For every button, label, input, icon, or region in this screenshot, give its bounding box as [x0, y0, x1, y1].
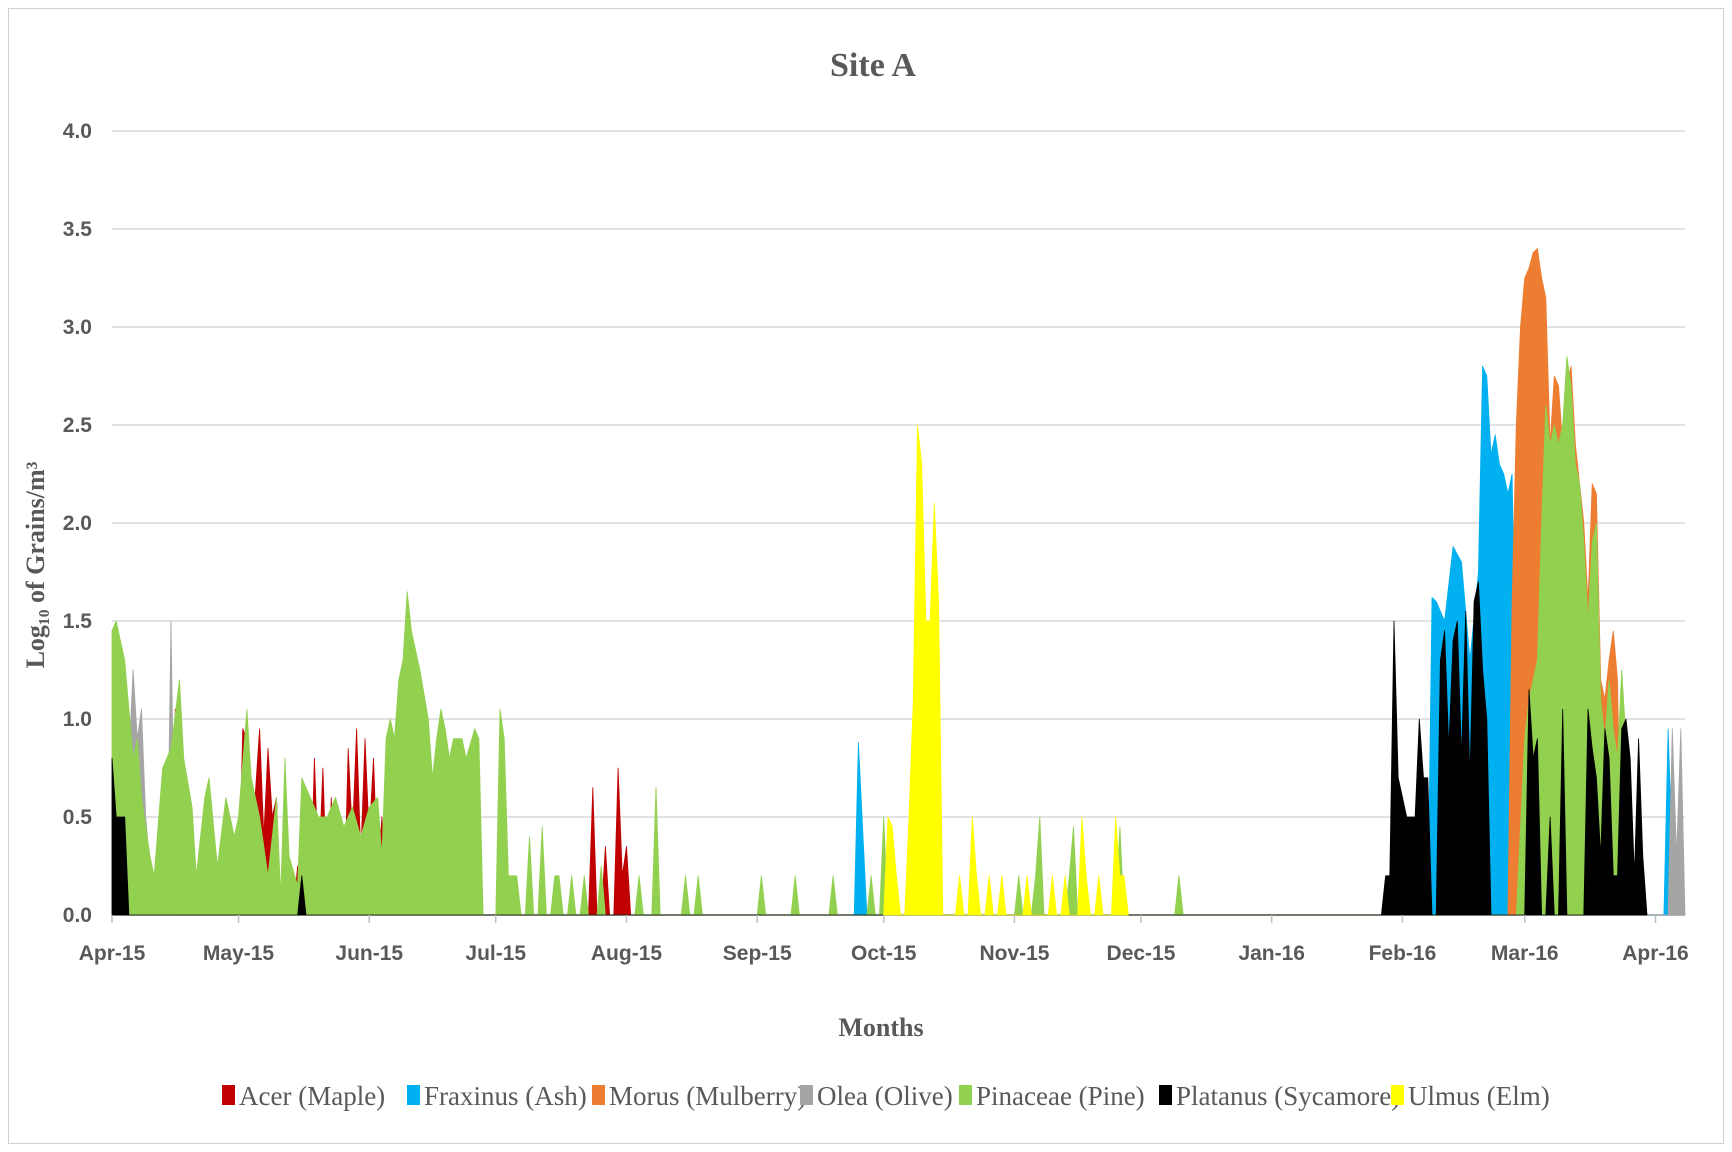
series-area-platanus — [111, 581, 1648, 916]
x-tick-label: Jun-15 — [335, 942, 403, 965]
legend-swatch-morus — [592, 1085, 605, 1105]
legend-swatch-pinaceae — [959, 1085, 972, 1105]
y-axis-ticks: 0.0 0.5 1.0 1.5 2.0 2.5 3.0 3.5 4.0 — [63, 120, 93, 927]
x-tick-label: Apr-15 — [79, 942, 146, 965]
x-tick-label: Dec-15 — [1107, 942, 1176, 965]
y-tick-label: 3.5 — [63, 218, 93, 241]
x-tick-label: Feb-16 — [1369, 942, 1437, 965]
legend-label-olea: Olea (Olive) — [817, 1081, 953, 1111]
x-tick-label: Oct-15 — [851, 942, 917, 965]
x-tick-label: May-15 — [203, 942, 275, 965]
legend-swatch-acer — [222, 1085, 235, 1105]
x-tick-label: Mar-16 — [1491, 942, 1559, 965]
x-axis-title: Months — [838, 1013, 923, 1042]
x-tick-label: Sep-15 — [723, 942, 792, 965]
legend-label-morus: Morus (Mulberry) — [609, 1081, 806, 1111]
y-tick-label: 2.5 — [63, 414, 93, 437]
x-tick-label: Apr-16 — [1622, 942, 1689, 965]
y-tick-label: 0.5 — [63, 806, 93, 829]
y-tick-label: 3.0 — [63, 316, 92, 339]
y-axis-title: Log₁₀ of Grains/m³ — [21, 461, 50, 668]
x-tick-label: Nov-15 — [979, 942, 1049, 965]
y-tick-label: 4.0 — [63, 120, 92, 143]
y-tick-label: 1.0 — [63, 708, 92, 731]
legend-label-acer: Acer (Maple) — [239, 1081, 385, 1111]
x-axis-ticks: Apr-15 May-15 Jun-15 Jul-15 Aug-15 Sep-15 Oct-… — [79, 915, 1689, 965]
legend-swatch-ulmus — [1391, 1085, 1404, 1105]
chart-title: Site A — [830, 47, 916, 84]
legend-swatch-olea — [800, 1085, 813, 1105]
y-tick-label: 0.0 — [63, 904, 92, 927]
series-area-ulmus — [883, 424, 1129, 916]
x-tick-label: Jan-16 — [1238, 942, 1305, 965]
legend-label-fraxinus: Fraxinus (Ash) — [424, 1081, 587, 1111]
x-tick-label: Aug-15 — [591, 942, 662, 965]
legend-swatch-fraxinus — [407, 1085, 420, 1105]
legend-label-ulmus: Ulmus (Elm) — [1408, 1081, 1550, 1111]
legend-label-pinaceae: Pinaceae (Pine) — [976, 1081, 1145, 1111]
legend-label-platanus: Platanus (Sycamore) — [1176, 1081, 1400, 1111]
plot-area — [111, 248, 1686, 916]
legend-swatch-platanus — [1159, 1085, 1172, 1105]
y-tick-label: 2.0 — [63, 512, 92, 535]
legend: Acer (Maple) Fraxinus (Ash) Morus (Mulberr… — [222, 1081, 1550, 1111]
chart-frame — [8, 8, 1724, 1144]
x-tick-label: Jul-15 — [465, 942, 526, 965]
y-tick-label: 1.5 — [63, 610, 93, 633]
